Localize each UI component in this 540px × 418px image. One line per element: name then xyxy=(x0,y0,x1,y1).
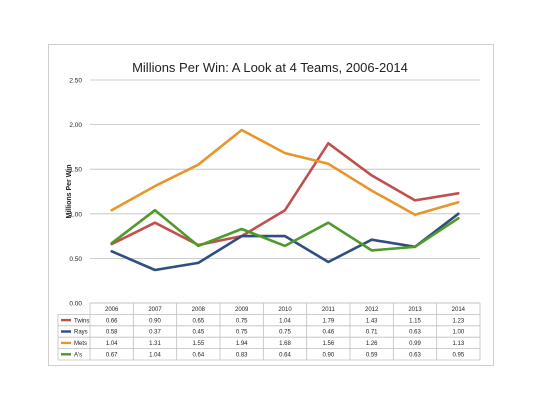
data-label: 1.26 xyxy=(366,341,378,347)
legend-label-as: A's xyxy=(74,353,82,359)
y-axis-ticks: 0.00 0.50 1.00 1.50 2.00 2.50 xyxy=(69,78,82,308)
data-label: 0.71 xyxy=(366,330,378,336)
y-tick-label: 2.00 xyxy=(69,122,82,129)
data-label: 1.55 xyxy=(192,341,204,347)
data-label: 0.65 xyxy=(192,318,204,324)
data-label: 0.90 xyxy=(322,353,334,359)
data-label: 1.43 xyxy=(366,318,378,324)
y-tick-label: 0.50 xyxy=(69,256,82,263)
x-tick-label: 2006 xyxy=(105,307,119,313)
data-label: 1.13 xyxy=(452,341,464,347)
data-label: 1.31 xyxy=(149,341,161,347)
data-label: 0.63 xyxy=(409,353,421,359)
legend-label-mets: Mets xyxy=(74,341,87,347)
x-tick-label: 2011 xyxy=(322,307,336,313)
legend-label-rays: Rays xyxy=(74,330,88,336)
data-label: 1.04 xyxy=(279,318,291,324)
x-tick-label: 2013 xyxy=(408,307,422,313)
data-label: 1.23 xyxy=(452,318,464,324)
x-tick-label: 2008 xyxy=(192,307,206,313)
data-label: 1.04 xyxy=(106,341,118,347)
series-line-mets xyxy=(110,128,460,216)
data-label: 0.45 xyxy=(192,330,204,336)
x-tick-label: 2009 xyxy=(235,307,249,313)
data-table: 2006 2007 2008 2009 2010 2011 2012 2013 2014 Twin… xyxy=(57,302,481,361)
legend-label-twins: Twins xyxy=(74,318,89,324)
data-label: 0.63 xyxy=(409,330,421,336)
data-label: 0.83 xyxy=(236,353,248,359)
data-label: 0.66 xyxy=(106,318,118,324)
data-label: 1.04 xyxy=(149,353,161,359)
x-tick-label: 2007 xyxy=(148,307,162,313)
data-label: 0.64 xyxy=(279,353,291,359)
data-label: 1.68 xyxy=(279,341,291,347)
data-label: 0.58 xyxy=(106,330,118,336)
series-lines xyxy=(110,128,460,272)
data-label: 1.94 xyxy=(236,341,248,347)
y-tick-label: 1.50 xyxy=(69,167,82,174)
data-label: 0.95 xyxy=(452,353,464,359)
data-label: 0.59 xyxy=(366,353,378,359)
data-label: 1.00 xyxy=(452,330,464,336)
data-label: 0.90 xyxy=(149,318,161,324)
chart-title: Millions Per Win: A Look at 4 Teams, 200… xyxy=(132,60,408,75)
data-label: 0.46 xyxy=(322,330,334,336)
data-label: 0.75 xyxy=(279,330,291,336)
data-label: 0.37 xyxy=(149,330,161,336)
data-label: 1.56 xyxy=(322,341,334,347)
data-label: 0.99 xyxy=(409,341,421,347)
x-tick-label: 2014 xyxy=(452,307,466,313)
x-tick-label: 2012 xyxy=(365,307,379,313)
y-axis-label: Millions Per Win xyxy=(66,165,73,219)
series-line-twins xyxy=(110,142,460,247)
gridlines xyxy=(90,79,480,304)
data-label: 0.75 xyxy=(236,318,248,324)
data-label: 1.15 xyxy=(409,318,421,324)
y-tick-label: 1.00 xyxy=(69,211,82,218)
y-tick-label: 2.50 xyxy=(69,78,82,85)
x-tick-label: 2010 xyxy=(278,307,292,313)
data-label: 0.75 xyxy=(236,330,248,336)
series-line-rays xyxy=(110,212,460,272)
series-line-as xyxy=(110,208,460,252)
data-label: 0.64 xyxy=(192,353,204,359)
data-label: 0.67 xyxy=(106,353,118,359)
data-label: 1.79 xyxy=(322,318,334,324)
y-tick-label: 0.00 xyxy=(69,301,82,308)
